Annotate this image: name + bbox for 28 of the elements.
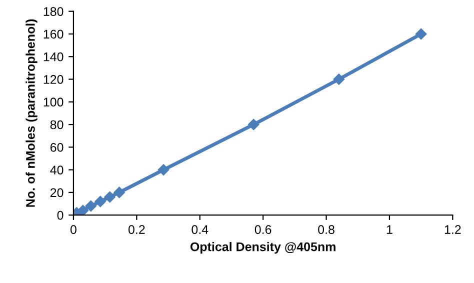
- point: [94, 196, 106, 208]
- y-tick-label: 160: [44, 30, 64, 39]
- y-tick-label: 20: [50, 188, 64, 198]
- y-tick-label: 140: [44, 52, 64, 62]
- y-tick-label: 0: [57, 210, 64, 220]
- point: [104, 191, 116, 203]
- x-axis-title: Optical Density @405nm: [190, 242, 336, 254]
- x-tick-label: 0.4: [192, 225, 208, 234]
- point: [114, 186, 125, 198]
- point: [77, 204, 89, 216]
- x-tick-label: 1.2: [444, 225, 461, 234]
- point: [158, 164, 170, 176]
- x-tick-label: 1: [386, 225, 392, 234]
- point: [415, 28, 427, 40]
- y-tick-label: 60: [50, 142, 64, 152]
- y-tick-label: 100: [44, 98, 64, 107]
- point: [333, 74, 345, 85]
- y-tick-label: 120: [44, 75, 64, 84]
- x-tick-label: 0: [70, 225, 76, 234]
- y-tick-label: 40: [50, 166, 64, 174]
- x-tick-label: 0.8: [318, 225, 334, 234]
- y-tick-label: 80: [50, 120, 64, 130]
- y-tick-label: 180: [44, 7, 64, 16]
- point: [85, 200, 96, 212]
- point: [248, 118, 260, 130]
- y-axis-title: No. of nMoles (paranitrophenol): [26, 19, 38, 207]
- x-tick-label: 0.2: [128, 225, 145, 234]
- x-tick-label: 0.6: [254, 225, 272, 234]
